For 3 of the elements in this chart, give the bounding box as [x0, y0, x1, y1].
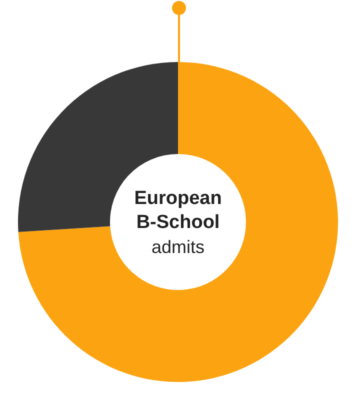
- donut-slice: [18, 62, 338, 382]
- text: admits: [151, 237, 205, 257]
- text: European B-School: [134, 188, 222, 233]
